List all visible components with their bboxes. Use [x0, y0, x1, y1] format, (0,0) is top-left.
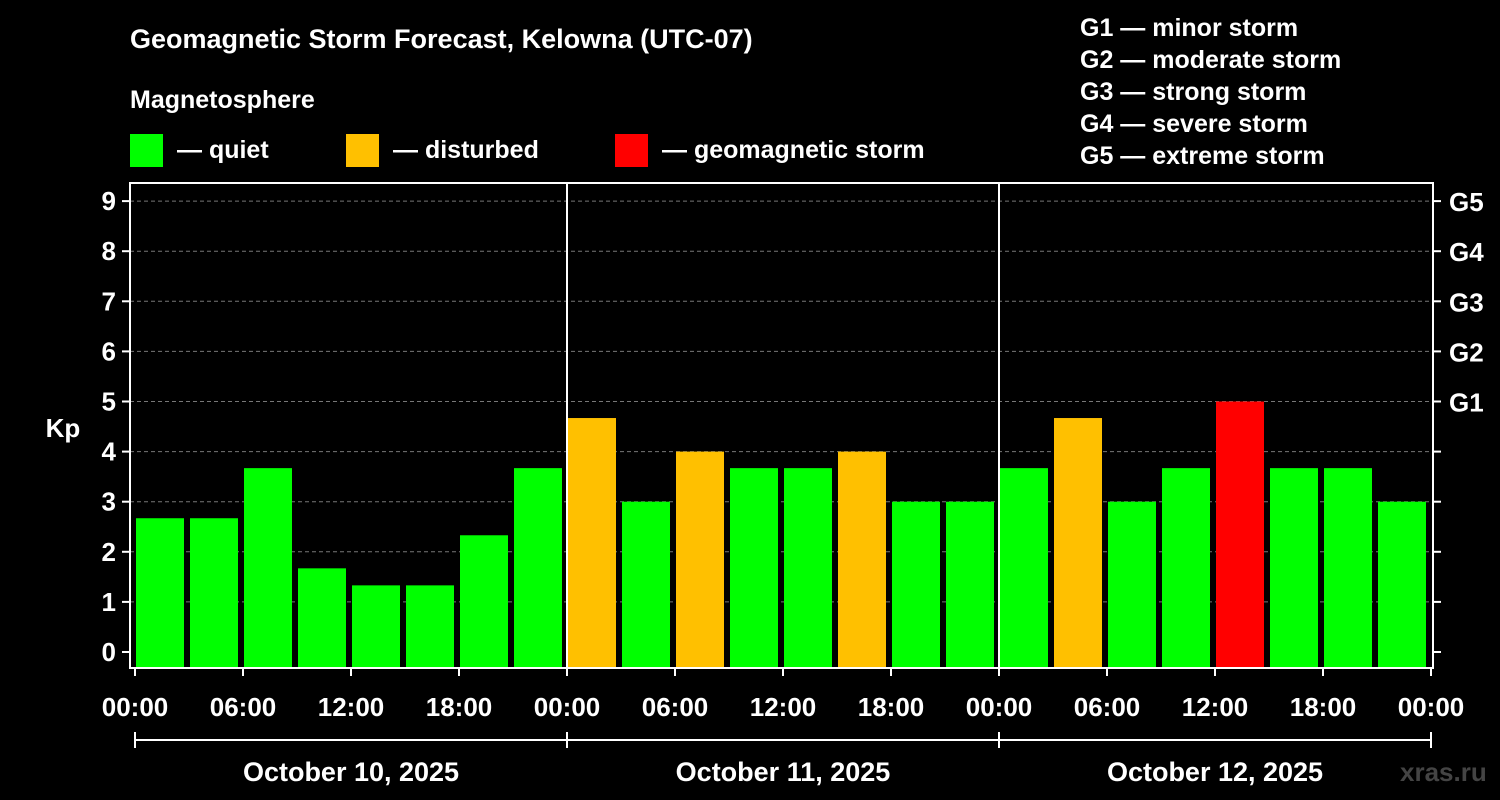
x-tick-label: 00:00: [1398, 692, 1465, 722]
chart-title: Geomagnetic Storm Forecast, Kelowna (UTC…: [130, 24, 753, 54]
plot-frame: [129, 182, 1434, 669]
kp-bar: [892, 501, 940, 668]
legend-storm-swatch: [615, 133, 648, 167]
kp-bar: [136, 518, 184, 668]
kp-bar: [406, 585, 454, 668]
y-tick-label: 6: [102, 336, 116, 366]
y-tick-label: 4: [102, 437, 117, 467]
magnetosphere-heading: Magnetosphere: [130, 86, 315, 114]
x-tick-label: 06:00: [642, 692, 709, 722]
kp-bar: [1270, 468, 1318, 668]
kp-bar: [1378, 501, 1426, 668]
x-tick-label: 00:00: [534, 692, 601, 722]
y-tick-label: 0: [102, 637, 116, 667]
legend-quiet-swatch: [130, 133, 163, 167]
day-label: October 11, 2025: [676, 757, 891, 787]
kp-bar: [1324, 468, 1372, 668]
kp-bar: [514, 468, 562, 668]
kp-bar: [1216, 401, 1264, 668]
g-scale-label: G1: [1449, 388, 1484, 418]
kp-bar: [622, 501, 670, 668]
legend-disturbed-swatch: [346, 133, 379, 167]
x-tick-label: 18:00: [858, 692, 925, 722]
legend-quiet: — quiet: [130, 133, 269, 167]
kp-bar: [352, 585, 400, 668]
kp-bar: [460, 535, 508, 668]
kp-bar: [1162, 468, 1210, 668]
g3-legend-entry: G3 — strong storm: [1080, 78, 1307, 106]
x-tick-label: 18:00: [426, 692, 493, 722]
y-tick-label: 5: [102, 387, 116, 417]
g-scale-label: G3: [1449, 287, 1484, 317]
x-tick-label: 12:00: [750, 692, 817, 722]
kp-bar: [1000, 468, 1048, 668]
kp-bar: [190, 518, 238, 668]
kp-bar: [730, 468, 778, 668]
g2-legend-entry: G2 — moderate storm: [1080, 46, 1342, 74]
x-tick-label: 00:00: [966, 692, 1033, 722]
y-axis-label: Kp: [46, 413, 81, 443]
day-label: October 12, 2025: [1107, 757, 1323, 787]
watermark: xras.ru: [1400, 757, 1487, 787]
y-tick-label: 9: [102, 186, 116, 216]
x-tick-label: 18:00: [1290, 692, 1357, 722]
g-scale-label: G5: [1449, 187, 1484, 217]
y-tick-label: 3: [102, 487, 116, 517]
g-scale-label: G2: [1449, 337, 1484, 367]
kp-bar: [946, 501, 994, 668]
g5-legend-entry: G5 — extreme storm: [1080, 142, 1325, 170]
legend-storm: — geomagnetic storm: [615, 133, 925, 167]
legend-quiet-label: — quiet: [177, 135, 269, 164]
legend-storm-label: — geomagnetic storm: [662, 135, 925, 164]
g1-legend-entry: G1 — minor storm: [1080, 14, 1299, 42]
kp-bar: [298, 568, 346, 668]
kp-bar: [784, 468, 832, 668]
y-tick-label: 2: [102, 537, 116, 567]
kp-bar: [1108, 501, 1156, 668]
legend-disturbed-label: — disturbed: [393, 135, 539, 164]
kp-bar: [244, 468, 292, 668]
x-tick-label: 12:00: [1182, 692, 1249, 722]
x-tick-label: 06:00: [1074, 692, 1141, 722]
kp-bar: [1054, 418, 1102, 668]
kp-bar: [838, 451, 886, 668]
g-scale-label: G4: [1449, 237, 1484, 267]
y-tick-label: 8: [102, 236, 116, 266]
y-tick-label: 1: [102, 587, 116, 617]
x-tick-label: 06:00: [210, 692, 277, 722]
day-label: October 10, 2025: [243, 757, 459, 787]
y-tick-label: 7: [102, 286, 116, 316]
legend-disturbed: — disturbed: [346, 133, 539, 167]
g4-legend-entry: G4 — severe storm: [1080, 110, 1308, 138]
x-tick-label: 12:00: [318, 692, 385, 722]
kp-bar: [676, 451, 724, 668]
x-tick-label: 00:00: [102, 692, 169, 722]
g-scale-legend: G1 — minor storm G2 — moderate storm G3 …: [1080, 12, 1341, 172]
kp-bar: [568, 418, 616, 668]
